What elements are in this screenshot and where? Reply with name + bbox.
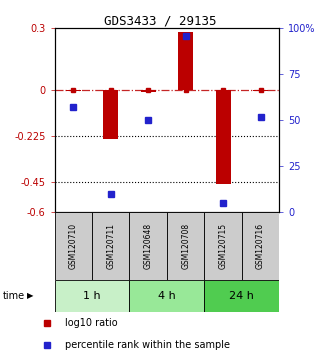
Bar bbox=[242, 212, 279, 280]
Bar bbox=[178, 33, 193, 90]
Bar bbox=[103, 90, 118, 139]
Bar bbox=[216, 90, 230, 184]
Bar bbox=[92, 212, 129, 280]
Bar bbox=[129, 280, 204, 312]
Bar bbox=[167, 212, 204, 280]
Bar bbox=[204, 280, 279, 312]
Text: GSM120708: GSM120708 bbox=[181, 223, 190, 269]
Text: time: time bbox=[3, 291, 25, 301]
Text: 1 h: 1 h bbox=[83, 291, 101, 301]
Text: GSM120715: GSM120715 bbox=[219, 223, 228, 269]
Bar bbox=[129, 212, 167, 280]
Text: GSM120648: GSM120648 bbox=[144, 223, 153, 269]
Bar bbox=[204, 212, 242, 280]
Bar bbox=[55, 212, 92, 280]
Text: GSM120710: GSM120710 bbox=[69, 223, 78, 269]
Bar bbox=[141, 90, 156, 92]
Text: 24 h: 24 h bbox=[230, 291, 254, 301]
Text: GDS3433 / 29135: GDS3433 / 29135 bbox=[104, 14, 217, 27]
Text: percentile rank within the sample: percentile rank within the sample bbox=[65, 339, 230, 350]
Bar bbox=[66, 90, 81, 91]
Text: GSM120711: GSM120711 bbox=[106, 223, 115, 269]
Bar bbox=[55, 280, 129, 312]
Text: GSM120716: GSM120716 bbox=[256, 223, 265, 269]
Text: log10 ratio: log10 ratio bbox=[65, 318, 117, 329]
Text: 4 h: 4 h bbox=[158, 291, 176, 301]
Text: ▶: ▶ bbox=[27, 291, 34, 300]
Bar bbox=[253, 90, 268, 91]
